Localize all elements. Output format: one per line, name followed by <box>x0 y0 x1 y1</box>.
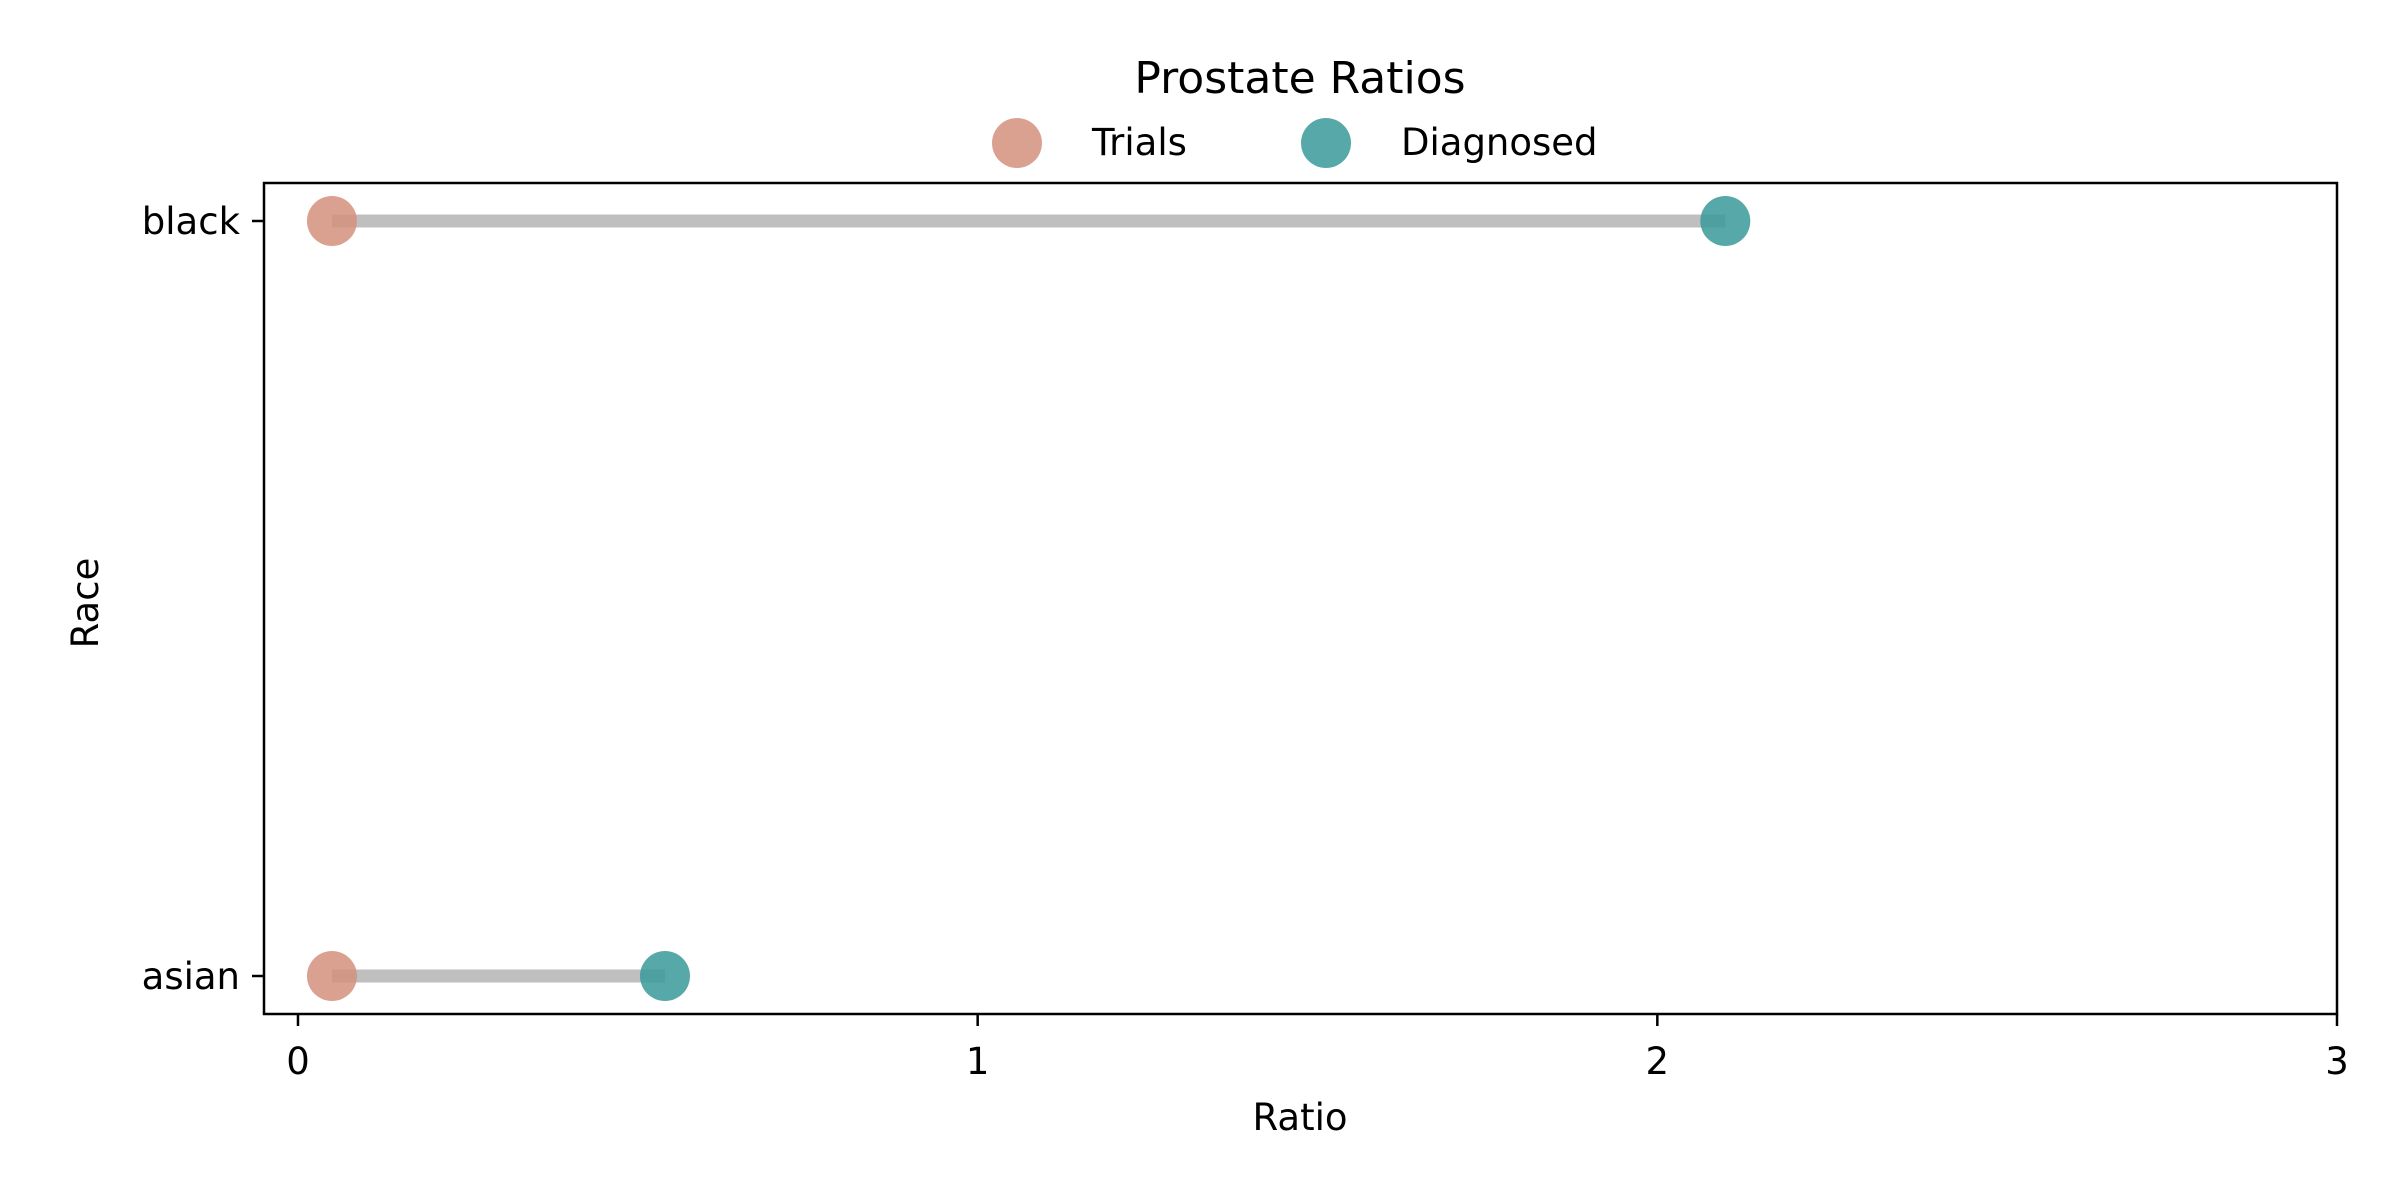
x-tick-label: 0 <box>286 1040 310 1083</box>
legend-marker-trials <box>992 118 1042 168</box>
y-tick-label: black <box>142 200 241 243</box>
x-tick-label: 3 <box>2325 1040 2349 1083</box>
chart-title: Prostate Ratios <box>1134 53 1465 104</box>
point-diagnosed-black <box>1700 196 1751 246</box>
y-axis-label: Race <box>64 558 107 649</box>
plot-frame <box>262 181 2339 1016</box>
plot-area <box>306 196 1751 1001</box>
legend: Trials Diagnosed <box>992 118 1598 168</box>
point-trials-black <box>306 196 357 246</box>
y-axis: black asian <box>142 200 264 998</box>
y-tick-label: asian <box>142 955 240 998</box>
point-diagnosed-asian <box>640 951 691 1001</box>
x-axis-label: Ratio <box>1253 1096 1348 1139</box>
legend-label-diagnosed: Diagnosed <box>1401 121 1598 164</box>
legend-marker-diagnosed <box>1301 118 1351 168</box>
point-trials-asian <box>306 951 357 1001</box>
legend-label-trials: Trials <box>1091 121 1187 164</box>
x-tick-label: 1 <box>966 1040 990 1083</box>
x-tick-label: 2 <box>1646 1040 1670 1083</box>
x-axis: 0 1 2 3 <box>286 1014 2349 1083</box>
